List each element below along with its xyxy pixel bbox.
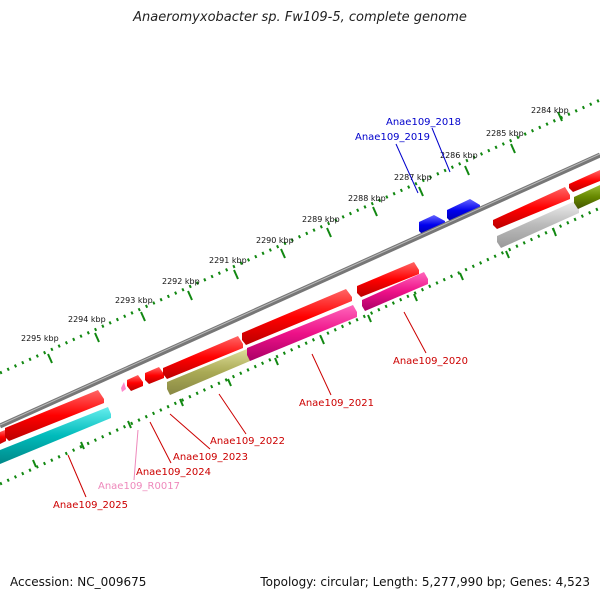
ruler-label: 2294 kbp xyxy=(68,315,106,324)
accession-label: Accession: NC_009675 xyxy=(10,575,147,589)
magenta-feature[interactable] xyxy=(247,305,357,361)
gene-label-anae109-2018[interactable]: Anae109_2018 xyxy=(386,117,461,128)
gene-label-anae109-r0017[interactable]: Anae109_R0017 xyxy=(98,481,180,492)
grey-feature[interactable] xyxy=(497,201,579,248)
gene-label-anae109-2021[interactable]: Anae109_2021 xyxy=(299,398,374,409)
rna-feature-anae109-r0017[interactable] xyxy=(121,382,126,392)
outer-ruler-line xyxy=(0,98,600,375)
gene-label-anae109-2025[interactable]: Anae109_2025 xyxy=(53,500,128,511)
gene-feature[interactable] xyxy=(0,430,6,444)
ruler-label: 2295 kbp xyxy=(21,334,59,343)
gene-feature[interactable] xyxy=(493,187,570,229)
forward-strand-genes xyxy=(0,170,600,444)
gene-label-anae109-2023[interactable]: Anae109_2023 xyxy=(173,452,248,463)
ruler-label: 2291 kbp xyxy=(209,256,247,265)
gene-label-anae109-2022[interactable]: Anae109_2022 xyxy=(210,436,285,447)
gene-feature[interactable] xyxy=(569,170,600,192)
genome-backbone xyxy=(0,152,600,429)
gene-feature[interactable] xyxy=(242,289,352,345)
ruler-label: 2292 kbp xyxy=(162,277,200,286)
ruler-label: 2286 kbp xyxy=(440,151,478,160)
gene-feature[interactable] xyxy=(127,375,143,391)
reverse-strand-genes xyxy=(419,199,480,235)
gene-label-anae109-2019[interactable]: Anae109_2019 xyxy=(355,132,430,143)
ruler-label: 2290 kbp xyxy=(256,236,294,245)
ruler-labels: 2284 kbp 2285 kbp 2286 kbp 2287 kbp 2288… xyxy=(21,106,569,343)
olive-feature[interactable] xyxy=(167,349,250,395)
gene-feature[interactable] xyxy=(145,367,164,384)
ruler-label: 2289 kbp xyxy=(302,215,340,224)
magenta-feature[interactable] xyxy=(362,272,428,311)
label-leaders xyxy=(67,127,451,498)
feature-track xyxy=(0,185,600,464)
gene-feature-anae109-2018[interactable] xyxy=(447,199,480,222)
inner-ruler-line xyxy=(0,206,600,486)
cyan-feature[interactable] xyxy=(0,407,111,464)
gene-feature-anae109-2019[interactable] xyxy=(419,215,445,235)
ruler-label: 2293 kbp xyxy=(115,296,153,305)
ruler-label: 2288 kbp xyxy=(348,194,386,203)
outer-ruler-ticks xyxy=(47,111,563,364)
ruler-label: 2284 kbp xyxy=(531,106,569,115)
gene-feature[interactable] xyxy=(163,336,243,379)
green-feature[interactable] xyxy=(574,185,600,209)
ruler-label: 2285 kbp xyxy=(486,129,524,138)
ruler-label: 2287 kbp xyxy=(394,173,432,182)
gene-feature[interactable] xyxy=(357,262,419,297)
gene-feature[interactable] xyxy=(5,390,104,441)
inner-ruler-ticks xyxy=(32,227,557,468)
gene-label-anae109-2024[interactable]: Anae109_2024 xyxy=(136,467,211,478)
gene-labels: Anae109_2018 Anae109_2019 Anae109_2020 A… xyxy=(53,117,468,511)
genome-summary: Topology: circular; Length: 5,277,990 bp… xyxy=(260,575,590,589)
gene-label-anae109-2020[interactable]: Anae109_2020 xyxy=(393,356,468,367)
map-title: Anaeromyxobacter sp. Fw109-5, complete g… xyxy=(133,10,467,25)
